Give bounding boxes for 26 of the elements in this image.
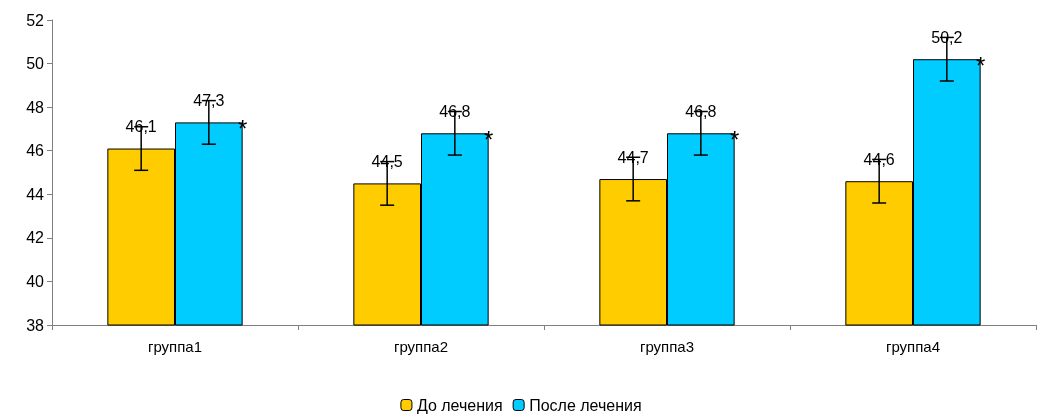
x-tick-label: группа1 [147,338,203,355]
y-tick-label: 48 [26,98,45,116]
data-label: 44,7 [617,148,649,166]
annotation: * [975,51,986,79]
annotation: * [483,125,494,153]
data-label: 44,6 [863,150,895,168]
data-label: 44,5 [371,152,403,170]
y-tick-label: 44 [26,185,45,203]
data-label: 50,2 [931,28,963,46]
annotation: * [729,125,740,153]
y-tick-label: 42 [26,229,45,247]
data-label: 47,3 [193,91,225,109]
data-label: 46,8 [439,102,471,120]
data-label: 46,8 [685,102,717,120]
legend-label: После лечения [529,396,642,414]
legend-label: До лечения [416,396,503,414]
y-tick-label: 46 [26,142,45,160]
y-tick-label: 38 [26,316,45,334]
y-tick-label: 52 [26,11,45,29]
x-tick-label: группа3 [639,338,695,355]
annotation: * [237,114,248,142]
y-tick-label: 40 [26,272,45,290]
x-tick-label: группа2 [393,338,449,355]
y-tick-label: 50 [26,55,45,73]
data-label: 46,1 [125,118,157,136]
x-tick-label: группа4 [885,338,941,355]
